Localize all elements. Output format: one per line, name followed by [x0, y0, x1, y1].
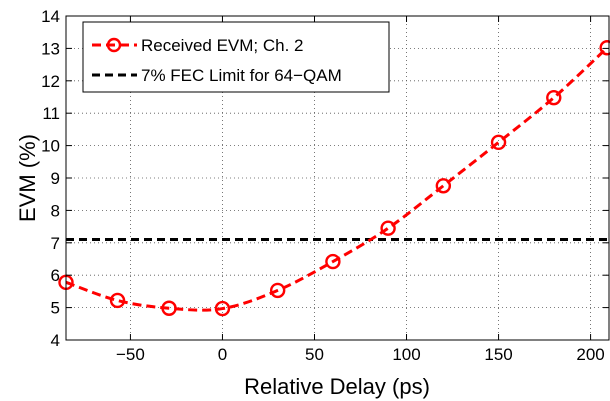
y-tick-label: 13	[41, 39, 60, 58]
y-tick-label: 7	[51, 234, 60, 253]
received-evm-point	[380, 220, 396, 236]
legend-box	[82, 21, 390, 93]
y-tick-label: 5	[51, 299, 60, 318]
received-evm-point	[490, 134, 507, 151]
legend: Received EVM; Ch. 2 7% FEC Limit for 64−…	[82, 21, 390, 93]
x-tick-label: 100	[392, 345, 420, 364]
y-tick-label: 11	[42, 104, 60, 123]
y-tick-label: 12	[41, 72, 60, 91]
received-evm-point	[435, 178, 452, 194]
received-evm-point	[214, 300, 231, 317]
y-tick-label: 8	[51, 201, 60, 220]
received-evm-point	[599, 40, 610, 56]
received-evm-point	[325, 253, 341, 270]
y-tick-label: 6	[51, 266, 60, 285]
y-axis-title: EVM (%)	[15, 134, 40, 222]
x-tick-label: 200	[576, 345, 604, 364]
x-axis-title: Relative Delay (ps)	[244, 374, 430, 399]
x-tick-label: 0	[218, 345, 227, 364]
tick-labels: −50 0 50 100 150 200 4 5 6 7 8 9 10 11 12 13 14	[41, 7, 605, 364]
y-tick-label: 14	[41, 7, 60, 26]
x-tick-label: 50	[305, 345, 324, 364]
legend-label-fec-limit: 7% FEC Limit for 64−QAM	[141, 66, 342, 85]
y-tick-label: 10	[41, 137, 60, 156]
grid-lines	[66, 16, 609, 340]
received-evm-line	[65, 46, 609, 312]
received-evm-point	[161, 300, 177, 316]
series-layer	[58, 40, 610, 317]
axis-ticks	[66, 15, 609, 341]
x-tick-label: 150	[484, 345, 512, 364]
legend-label-received-evm: Received EVM; Ch. 2	[141, 36, 304, 55]
received-evm-point	[269, 282, 286, 299]
received-evm-point	[546, 89, 562, 106]
y-tick-label: 9	[51, 169, 60, 188]
received-evm-point	[109, 292, 126, 309]
y-tick-label: 4	[51, 331, 60, 350]
x-tick-label: −50	[116, 345, 145, 364]
legend-marker-received-evm	[106, 37, 122, 53]
